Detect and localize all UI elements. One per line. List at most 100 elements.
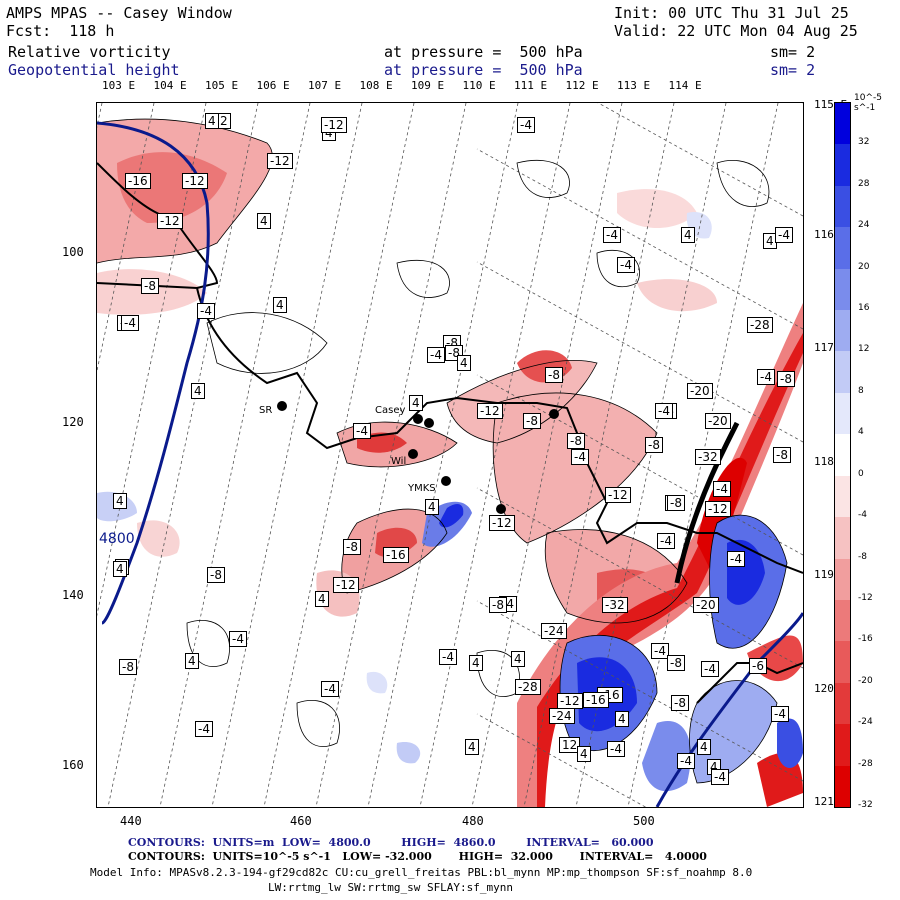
contour-value-label: -8 — [119, 659, 137, 675]
contour-value-label: 4 — [577, 746, 591, 762]
station-label-ymks: YMKS — [408, 483, 436, 494]
y-tick-label: 140 — [62, 588, 84, 602]
contour-value-label: -12 — [267, 153, 293, 169]
colorbar-tick-label: 32 — [858, 137, 870, 148]
colorbar-swatch — [835, 641, 850, 684]
station-dot-6 — [549, 409, 559, 419]
longitude-label: 104 E — [153, 79, 187, 92]
parallel-line — [476, 487, 803, 669]
contour-value-label: -4 — [701, 661, 719, 677]
contour-value-label: 4 — [457, 355, 471, 371]
colorbar-tick-label: -20 — [858, 675, 873, 686]
field1-level: at pressure = 500 hPa — [384, 43, 583, 61]
x-tick-label: 480 — [462, 814, 484, 828]
longitude-label: 109 E — [411, 79, 445, 92]
colorbar-swatch — [835, 144, 850, 187]
colorbar-swatch — [835, 227, 850, 270]
parallel-line — [476, 600, 803, 782]
contour-value-label: 4 — [409, 395, 423, 411]
colorbar-tick-label: -24 — [858, 717, 873, 728]
parallel-line — [476, 148, 803, 330]
contour-value-label: 12 — [559, 737, 581, 753]
contour-value-label: -4 — [713, 481, 731, 497]
contour-value-label: -16 — [125, 173, 151, 189]
field1-smoothing: sm= 2 — [770, 43, 816, 61]
colorbar-swatch — [835, 517, 850, 560]
colorbar-swatch — [835, 558, 850, 601]
contour-value-label: -4 — [427, 347, 445, 363]
colorbar-swatch — [835, 475, 850, 518]
contour-value-label: -12 — [182, 173, 208, 189]
colorbar-tick-label: -4 — [858, 510, 867, 521]
contour-value-label: -20 — [687, 383, 713, 399]
station-dot-casey — [413, 414, 423, 424]
x-tick-label: 500 — [633, 814, 655, 828]
contour-value-label: -8 — [141, 278, 159, 294]
colorbar-swatch — [835, 434, 850, 477]
contour-value-label: -28 — [515, 679, 541, 695]
model-info-line2: LW:rrtmg_lw SW:rrtmg_sw SFLAY:sf_mynn — [268, 881, 514, 894]
station-label-sr: SR — [259, 405, 273, 416]
contour-value-label: -4 — [321, 681, 339, 697]
contour-value-label: -24 — [541, 623, 567, 639]
contour-value-label: 4 — [615, 711, 629, 727]
contour-value-label: -8 — [777, 371, 795, 387]
longitude-label: 114 E — [668, 79, 702, 92]
contour-value-label: -4 — [517, 117, 535, 133]
model-info-line1: Model Info: MPASv8.2.3-194-gf29cd82c CU:… — [90, 866, 753, 879]
contour-value-label: -20 — [693, 597, 719, 613]
contour-value-label: -12 — [157, 213, 183, 229]
station-dot-wil — [408, 449, 418, 459]
longitude-label: 112 E — [565, 79, 599, 92]
station-dot-ymks — [441, 476, 451, 486]
contour-value-label: -8 — [667, 655, 685, 671]
contour-value-label: -8 — [773, 447, 791, 463]
contour-value-label: 4 — [191, 383, 205, 399]
contour-value-label: -8 — [667, 495, 685, 511]
colorbar-swatch — [835, 682, 850, 725]
station-dot-5 — [496, 504, 506, 514]
colorbar-tick-label: 0 — [858, 468, 864, 479]
contour-value-label: -4 — [603, 227, 621, 243]
colorbar-tick-label: 24 — [858, 220, 870, 231]
contour-value-label: -4 — [195, 721, 213, 737]
contour-value-label: 4 — [315, 591, 329, 607]
coastline-south — [696, 662, 803, 704]
field2-level: at pressure = 500 hPa — [384, 61, 583, 79]
contour-value-label: -4 — [439, 649, 457, 665]
height-contour-info: CONTOURS: UNITS=m LOW= 4800.0 HIGH= 4860… — [128, 836, 654, 849]
valid-time: Valid: 22 UTC Mon 04 Aug 25 — [614, 22, 858, 40]
contour-value-label: -8 — [671, 695, 689, 711]
contour-value-label: 4 — [511, 651, 525, 667]
longitude-label: 111 E — [514, 79, 548, 92]
longitude-label: 106 E — [256, 79, 290, 92]
longitude-label: 105 E — [205, 79, 239, 92]
contour-value-label: -4 — [607, 741, 625, 757]
contour-value-label: -8 — [567, 433, 585, 449]
contour-value-label: -32 — [695, 449, 721, 465]
colorbar-tick-label: 28 — [858, 178, 870, 189]
colorbar-tick-label: 8 — [858, 385, 864, 396]
colorbar-swatch — [835, 268, 850, 311]
graticule — [97, 103, 803, 807]
plot-title: AMPS MPAS -- Casey Window — [6, 4, 232, 22]
vorticity-contour-info: CONTOURS: UNITS=10^-5 s^-1 LOW= -32.000 … — [128, 850, 707, 863]
contour-value-label: -24 — [549, 708, 575, 724]
y-tick-label: 100 — [62, 245, 84, 259]
station-label-wil: Wil — [391, 456, 407, 467]
parallel-line — [476, 374, 803, 556]
contour-value-label: -4 — [677, 753, 695, 769]
contour-value-label: -4 — [775, 227, 793, 243]
contour-value-label: 4 — [257, 213, 271, 229]
contour-value-label: -12 — [477, 403, 503, 419]
contour-value-label: -12 — [321, 117, 347, 133]
colorbar-tick-label: -8 — [858, 551, 867, 562]
longitude-label: 108 E — [359, 79, 393, 92]
parallel-line — [476, 261, 803, 443]
field2-smoothing: sm= 2 — [770, 61, 816, 79]
station-label-casey: Casey — [375, 405, 406, 416]
map-panel: 4800 SR Casey Wil YMKS -12-12-16-12-12-8… — [96, 102, 804, 808]
station-dot-2 — [424, 418, 434, 428]
contour-value-label: -4 — [571, 449, 589, 465]
colorbar-swatch — [835, 310, 850, 352]
